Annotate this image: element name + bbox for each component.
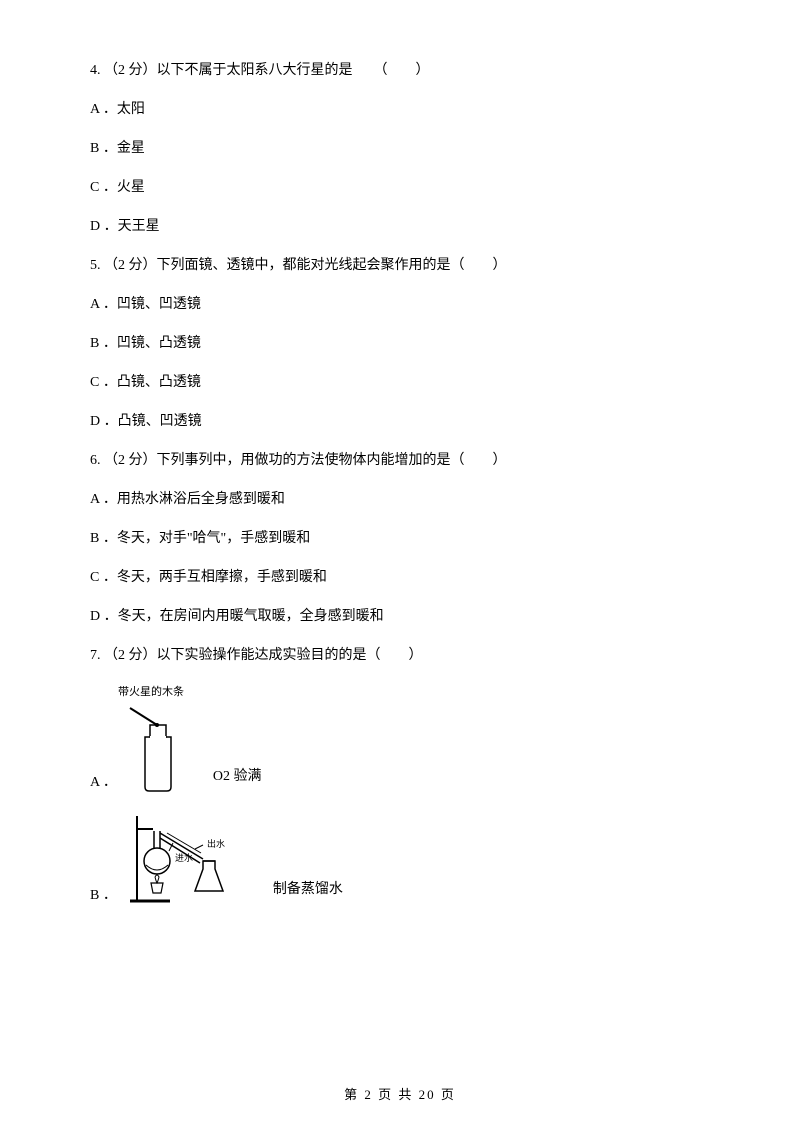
q7-b-label-in: 进水 <box>175 852 193 863</box>
q6-stem: 6. （2 分）下列事列中，用做功的方法使物体内能增加的是（ ） <box>90 450 710 471</box>
q7-option-b-row: B ． <box>90 811 710 906</box>
q5-option-b: B ．凹镜、凸透镜 <box>90 333 710 354</box>
q7-a-label: 带火星的木条 <box>118 684 710 701</box>
q4-stem: 4. （2 分）以下不属于太阳系八大行星的是 （ ） <box>90 60 710 81</box>
q4-option-b: B ．金星 <box>90 138 710 159</box>
q5-option-d: D ．凸镜、凹透镜 <box>90 411 710 432</box>
q7-b-caption: 制备蒸馏水 <box>273 879 343 906</box>
q7-b-marker: B ． <box>90 885 117 906</box>
page-footer: 第 2 页 共 20 页 <box>0 1085 800 1105</box>
q6-option-c: C ．冬天，两手互相摩擦，手感到暖和 <box>90 567 710 588</box>
q6-option-a: A ．用热水淋浴后全身感到暖和 <box>90 489 710 510</box>
q7-b-diagram: 出水 进水 <box>125 811 255 906</box>
q5-option-a: A ．凹镜、凹透镜 <box>90 294 710 315</box>
q5-option-c: C ．凸镜、凸透镜 <box>90 372 710 393</box>
q7-b-label-out: 出水 <box>207 838 225 849</box>
q7-a-caption: O2 验满 <box>213 766 262 793</box>
q4-option-a: A ．太阳 <box>90 99 710 120</box>
q7-stem: 7. （2 分）以下实验操作能达成实验目的的是（ ） <box>90 645 710 666</box>
q6-option-b: B ．冬天，对手"哈气"，手感到暖和 <box>90 528 710 549</box>
q4-option-d: D ．天王星 <box>90 216 710 237</box>
q6-option-d: D ．冬天，在房间内用暖气取暖，全身感到暖和 <box>90 606 710 627</box>
q7-option-a-row: A ． O2 验满 <box>90 703 710 793</box>
q7-a-marker: A ． <box>90 772 117 793</box>
q4-option-c: C ．火星 <box>90 177 710 198</box>
q7-a-diagram <box>125 703 195 793</box>
q5-stem: 5. （2 分）下列面镜、透镜中，都能对光线起会聚作用的是（ ） <box>90 255 710 276</box>
